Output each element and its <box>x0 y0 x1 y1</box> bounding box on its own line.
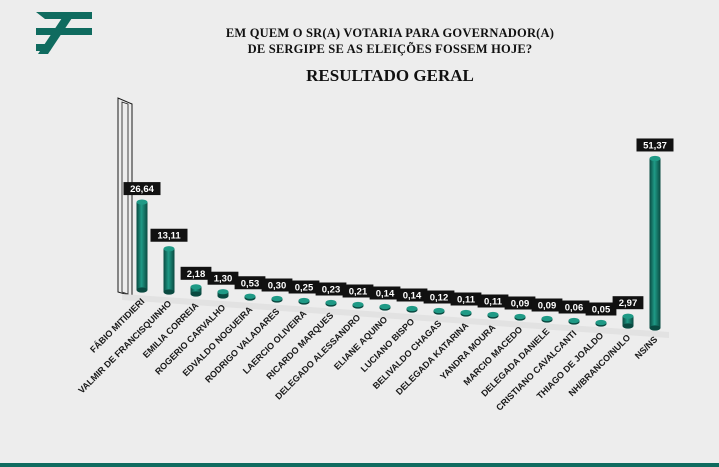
highlight-frame-inner <box>121 101 129 295</box>
data-label: 2,97 <box>612 296 644 310</box>
bar-top <box>352 301 364 308</box>
data-label: 2,18 <box>180 266 212 280</box>
data-label: 13,11 <box>150 228 188 242</box>
bar-top <box>406 305 418 312</box>
svg-text:0,14: 0,14 <box>376 289 395 300</box>
data-label: 0,14 <box>369 286 401 300</box>
bar-top <box>541 315 553 322</box>
svg-text:13,11: 13,11 <box>157 231 181 242</box>
bar-base <box>163 289 175 295</box>
svg-text:0,14: 0,14 <box>403 291 422 302</box>
bar-top <box>190 284 202 290</box>
bar <box>136 202 148 290</box>
chart-title-line2: DE SERGIPE SE AS ELEIÇÕES FOSSEM HOJE? <box>247 42 533 56</box>
svg-text:2,18: 2,18 <box>187 269 206 280</box>
data-label: 0,12 <box>423 290 455 304</box>
chart-subtitle: RESULTADO GERAL <box>306 66 474 85</box>
bar-top <box>325 299 337 306</box>
chart-floor <box>122 294 669 338</box>
bar-top <box>244 293 256 299</box>
data-label: 0,25 <box>288 280 320 294</box>
bar-base <box>217 293 229 299</box>
bar-top <box>649 155 661 162</box>
bar-top <box>271 295 283 302</box>
bar-top <box>595 319 607 326</box>
svg-text:0,30: 0,30 <box>268 281 287 292</box>
data-label: 0,14 <box>396 288 428 302</box>
logo-icon <box>36 12 92 54</box>
svg-text:0,09: 0,09 <box>511 299 530 310</box>
data-label: 26,64 <box>123 182 161 196</box>
data-label: 0,30 <box>261 278 293 292</box>
category-label: FÁBIO MITIDIERI <box>88 296 146 354</box>
svg-text:0,06: 0,06 <box>565 303 584 314</box>
bar-top <box>622 313 634 319</box>
bar-top <box>379 303 391 310</box>
svg-text:0,11: 0,11 <box>457 295 476 306</box>
bar-top <box>433 307 445 314</box>
bar-top <box>298 297 310 304</box>
data-label: 0,21 <box>342 284 374 298</box>
category-label: ELIANE AQUINO <box>332 314 389 371</box>
svg-text:0,21: 0,21 <box>349 287 368 298</box>
bar-top <box>163 246 175 252</box>
data-label: 0,11 <box>450 292 482 306</box>
bar-top <box>487 311 499 318</box>
data-label: 0,23 <box>315 282 347 296</box>
bar-base <box>622 323 634 329</box>
data-label: 0,09 <box>504 296 536 310</box>
bar-top <box>136 199 148 205</box>
svg-text:0,23: 0,23 <box>322 285 341 296</box>
data-label: 0,09 <box>531 298 563 312</box>
highlight-frame <box>117 97 133 297</box>
svg-text:0,25: 0,25 <box>295 283 314 294</box>
data-label: 1,30 <box>207 271 239 285</box>
data-label: 0,11 <box>477 294 509 308</box>
svg-text:51,37: 51,37 <box>643 140 667 151</box>
svg-text:2,97: 2,97 <box>619 298 638 309</box>
category-label: LUCIANO BISPO <box>359 316 417 374</box>
svg-text:0,09: 0,09 <box>538 301 557 312</box>
svg-text:0,05: 0,05 <box>592 305 611 316</box>
data-label: 0,06 <box>558 300 590 314</box>
data-label: 51,37 <box>636 138 674 152</box>
svg-text:26,64: 26,64 <box>130 184 154 195</box>
bar-base <box>136 287 148 293</box>
svg-text:0,12: 0,12 <box>430 293 449 304</box>
bar <box>190 286 202 294</box>
bar <box>622 316 634 326</box>
svg-text:1,30: 1,30 <box>214 274 233 285</box>
svg-text:0,53: 0,53 <box>241 278 260 289</box>
footer-bar <box>0 463 719 467</box>
bar <box>649 158 661 328</box>
data-label: 0,05 <box>585 302 617 316</box>
bar-top <box>568 317 580 324</box>
svg-text:0,11: 0,11 <box>484 297 503 308</box>
bar-base <box>649 325 661 331</box>
category-label: NS/NS <box>633 334 660 361</box>
bar <box>163 248 175 292</box>
bar-top <box>460 309 472 316</box>
data-label: 0,53 <box>234 276 266 290</box>
chart-title-line1: EM QUEM O SR(A) VOTARIA PARA GOVERNADOR(… <box>225 26 555 40</box>
bar-top <box>514 313 526 320</box>
bar-top <box>217 289 229 295</box>
bar-base <box>190 291 202 297</box>
